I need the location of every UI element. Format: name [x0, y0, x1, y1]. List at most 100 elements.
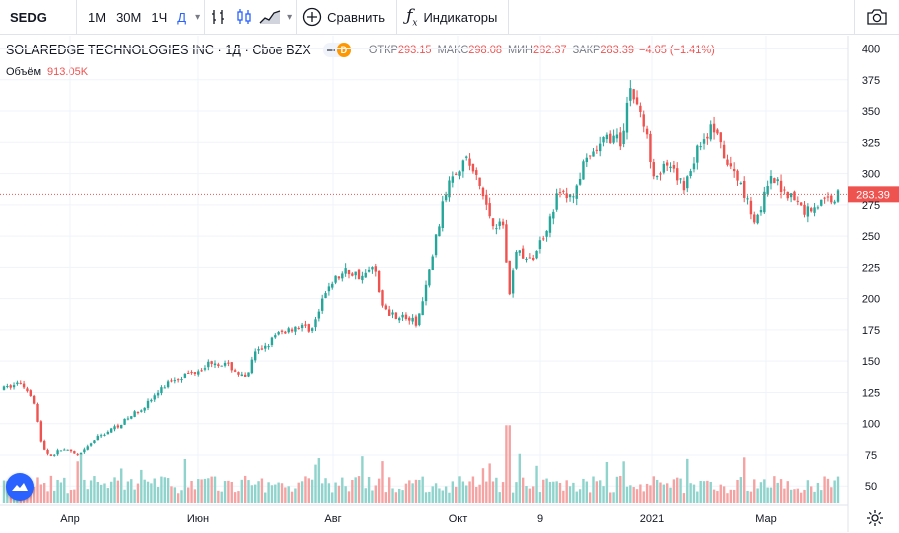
- volume-bar: [153, 478, 156, 503]
- volume-bar: [542, 479, 545, 503]
- gear-icon[interactable]: [865, 508, 885, 528]
- interval-30m-button[interactable]: 30М: [116, 9, 142, 25]
- toolbar-divider: [396, 0, 398, 35]
- volume-bar: [59, 482, 63, 503]
- symbol-search[interactable]: SEDG: [10, 9, 47, 25]
- indicators-button[interactable]: ƒx Индикаторы: [397, 0, 502, 35]
- candle-body: [766, 185, 769, 194]
- candle-body: [485, 194, 488, 205]
- candle-body: [230, 362, 233, 371]
- volume-bar: [374, 485, 377, 503]
- interval-1h-button[interactable]: 1Ч: [151, 9, 168, 25]
- volume-bar: [612, 492, 615, 503]
- candle-body: [394, 312, 398, 319]
- candle-body: [260, 348, 264, 350]
- interval-day-button[interactable]: Д: [177, 9, 187, 25]
- candle-body: [19, 382, 22, 384]
- volume-bar: [602, 486, 605, 503]
- tradingview-logo-icon[interactable]: [6, 473, 34, 501]
- candle-body: [317, 311, 321, 319]
- interval-1m-button[interactable]: 1М: [88, 9, 107, 25]
- candle-body: [431, 256, 434, 271]
- last-price-label: 283.39: [856, 189, 890, 201]
- candle-body: [622, 130, 625, 145]
- screenshot-button[interactable]: [854, 0, 899, 35]
- candle-body: [310, 328, 314, 331]
- candle-body: [471, 163, 475, 172]
- volume-bar: [806, 480, 810, 503]
- x-tick-label: Апр: [60, 513, 79, 525]
- candle-body: [505, 224, 508, 263]
- volume-bar: [83, 479, 86, 503]
- volume-bar: [575, 491, 578, 503]
- volume-bar: [317, 458, 321, 503]
- volume-bar: [213, 476, 217, 503]
- volume-bar: [645, 483, 649, 503]
- chevron-down-icon[interactable]: ▾: [287, 11, 293, 23]
- candle-body: [250, 359, 254, 374]
- candle-body: [538, 240, 542, 249]
- volume-bar: [53, 490, 56, 503]
- candle-body: [294, 326, 297, 332]
- chevron-down-icon[interactable]: ▾: [195, 11, 201, 23]
- volume-bar: [454, 486, 458, 503]
- candle-body: [582, 161, 585, 180]
- volume-bar: [143, 479, 146, 503]
- candle-body: [585, 157, 588, 163]
- volume-bar: [629, 485, 632, 503]
- y-tick-label: 200: [862, 294, 880, 306]
- volume-bar: [448, 492, 451, 503]
- candle-body: [217, 364, 220, 366]
- volume-bar: [471, 476, 475, 503]
- candle-body: [203, 368, 207, 370]
- candles-icon[interactable]: [231, 0, 257, 35]
- candle-body: [763, 191, 766, 213]
- candle-body: [150, 399, 153, 402]
- candle-body: [562, 190, 565, 192]
- volume-bar: [287, 486, 290, 503]
- volume-bar: [42, 483, 46, 503]
- volume-bar: [180, 490, 183, 503]
- market-status-badge[interactable]: D: [322, 43, 351, 57]
- compare-button[interactable]: Сравнить: [297, 0, 390, 35]
- volume-bar: [106, 488, 110, 503]
- area-style-icon[interactable]: [257, 0, 283, 35]
- candle-body: [354, 271, 357, 276]
- compare-label: Сравнить: [327, 9, 386, 25]
- candle-body: [103, 434, 106, 436]
- volume-bar: [160, 476, 163, 503]
- volume-bar: [307, 478, 310, 503]
- candle-body: [12, 385, 16, 388]
- candle-body: [411, 317, 414, 322]
- candle-body: [190, 372, 193, 374]
- volume-bar: [816, 482, 820, 503]
- candle-body: [532, 257, 535, 260]
- y-tick-label: 150: [862, 356, 880, 368]
- candle-body: [645, 128, 649, 135]
- candle-body: [749, 200, 753, 215]
- candle-body: [609, 133, 612, 144]
- volume-bar: [719, 484, 722, 503]
- candle-body: [277, 332, 280, 335]
- candle-body: [669, 166, 672, 169]
- candle-body: [166, 381, 170, 388]
- candle-body: [187, 372, 190, 374]
- volume-bar: [314, 464, 317, 503]
- y-tick-label: 100: [862, 419, 880, 431]
- candle-body: [120, 424, 123, 429]
- close-label: ЗАКР: [572, 44, 601, 56]
- series-title[interactable]: SOLAREDGE TECHNOLOGIES INC · 1Д · Cboe B…: [6, 43, 311, 57]
- volume-label[interactable]: Объём: [6, 66, 42, 78]
- candle-body: [444, 194, 448, 201]
- volume-bar: [716, 491, 719, 503]
- volume-bar: [434, 483, 438, 503]
- open-label: ОТКР: [368, 44, 398, 56]
- candle-body: [598, 143, 602, 152]
- volume-bar: [133, 489, 136, 503]
- candle-body: [106, 432, 110, 435]
- volume-bar: [96, 482, 99, 503]
- bar-style-icon[interactable]: [205, 0, 231, 35]
- volume-bar: [505, 425, 508, 503]
- candle-body: [210, 361, 213, 364]
